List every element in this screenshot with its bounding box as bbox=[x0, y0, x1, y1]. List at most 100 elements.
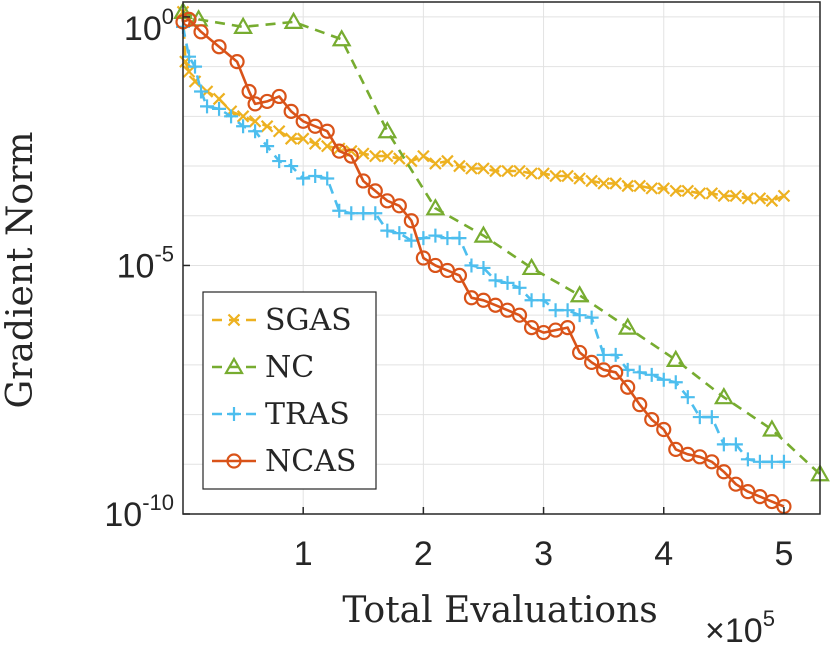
ncas-point bbox=[415, 250, 431, 266]
ncas-point bbox=[728, 476, 744, 492]
ncas-point bbox=[343, 148, 359, 164]
legend-nc-point bbox=[224, 356, 244, 375]
tras-point bbox=[212, 101, 227, 116]
series-sgas bbox=[176, 5, 791, 208]
tras-point bbox=[680, 390, 695, 405]
tras-point bbox=[440, 231, 455, 246]
ncas-point bbox=[193, 24, 209, 40]
tras-point bbox=[560, 303, 575, 318]
sgas-point bbox=[669, 184, 683, 198]
ncas-point bbox=[403, 213, 419, 229]
ncas-point bbox=[319, 123, 335, 139]
tras-point bbox=[404, 233, 419, 248]
sgas-point bbox=[525, 167, 538, 180]
tras-point bbox=[368, 206, 383, 221]
nc-point bbox=[377, 121, 398, 139]
tras-point bbox=[224, 109, 239, 124]
sgas-point bbox=[573, 172, 586, 185]
sgas-line bbox=[181, 11, 785, 203]
sgas-point bbox=[284, 132, 298, 145]
ncas-point bbox=[656, 421, 672, 438]
nc-line bbox=[182, 10, 821, 476]
tras-point bbox=[644, 367, 659, 382]
tras-point bbox=[332, 203, 347, 218]
tras-point bbox=[344, 206, 359, 221]
sgas-point bbox=[417, 149, 430, 163]
tras-point bbox=[524, 293, 539, 308]
ncas-point bbox=[584, 354, 600, 370]
tras-point bbox=[488, 273, 503, 288]
nc-point bbox=[233, 16, 253, 34]
ncas-point bbox=[355, 173, 371, 189]
ncas-point bbox=[704, 454, 720, 470]
tras-point bbox=[392, 226, 407, 241]
ncas-point bbox=[632, 397, 648, 413]
nc-point bbox=[521, 257, 542, 276]
tras-point bbox=[308, 168, 323, 183]
legend-ncas-point bbox=[226, 453, 242, 469]
ncas-point bbox=[560, 319, 576, 336]
nc-point bbox=[473, 225, 494, 243]
ncas-point bbox=[271, 88, 287, 105]
nc-point bbox=[283, 11, 304, 29]
legend-label-sgas: SGAS bbox=[265, 303, 352, 338]
ncas-point bbox=[511, 307, 528, 323]
sgas-point bbox=[212, 92, 226, 106]
tras-point bbox=[752, 454, 767, 469]
sgas-point bbox=[717, 189, 731, 203]
tras-point bbox=[188, 59, 203, 74]
series-ncas bbox=[175, 11, 792, 515]
series-layer bbox=[173, 1, 830, 515]
sgas-point bbox=[549, 169, 562, 183]
tras-point bbox=[380, 223, 395, 238]
x-scale-factor: ×105 bbox=[705, 606, 775, 650]
nc-point bbox=[331, 29, 352, 47]
tras-point bbox=[260, 139, 275, 154]
tras-point bbox=[668, 375, 683, 390]
tras-point bbox=[464, 258, 479, 273]
legend-tras-point bbox=[227, 407, 241, 421]
sgas-point bbox=[236, 110, 250, 123]
y-tick-label: 10-10 bbox=[104, 490, 174, 534]
ncas-point bbox=[283, 103, 299, 119]
sgas-point bbox=[489, 164, 502, 178]
tras-point bbox=[512, 280, 527, 295]
sgas-point bbox=[597, 177, 610, 190]
nc-point bbox=[425, 198, 446, 216]
sgas-point bbox=[296, 132, 310, 145]
tras-point bbox=[320, 171, 335, 186]
sgas-point bbox=[633, 179, 646, 193]
tras-point bbox=[236, 119, 251, 134]
sgas-point bbox=[513, 164, 526, 178]
sgas-point bbox=[501, 164, 514, 178]
tras-point bbox=[356, 206, 371, 221]
tras-point bbox=[584, 310, 599, 325]
ncas-point bbox=[716, 464, 732, 480]
tras-point bbox=[608, 347, 623, 362]
sgas-point bbox=[621, 179, 634, 193]
legend-box bbox=[202, 291, 377, 490]
sgas-point bbox=[741, 192, 755, 205]
tras-point bbox=[740, 452, 755, 467]
tras-point bbox=[248, 124, 263, 139]
tras-point bbox=[656, 372, 671, 387]
legend-label-ncas: NCAS bbox=[265, 444, 356, 479]
sgas-point bbox=[777, 189, 791, 203]
sgas-point bbox=[657, 182, 671, 195]
ncas-point bbox=[211, 39, 227, 55]
sgas-point bbox=[681, 184, 695, 198]
ncas-point bbox=[608, 364, 624, 380]
x-tick-label: 3 bbox=[534, 535, 553, 573]
legend-label-tras: TRAS bbox=[265, 397, 350, 432]
tras-point bbox=[596, 347, 611, 362]
sgas-point bbox=[320, 139, 334, 153]
tras-point bbox=[632, 365, 647, 380]
tras-point bbox=[536, 293, 551, 308]
sgas-point bbox=[765, 194, 779, 208]
sgas-point bbox=[308, 137, 322, 150]
ncas-point bbox=[451, 267, 468, 283]
ncas-point bbox=[391, 198, 407, 214]
sgas-point bbox=[537, 167, 550, 180]
tras-point bbox=[272, 154, 287, 169]
